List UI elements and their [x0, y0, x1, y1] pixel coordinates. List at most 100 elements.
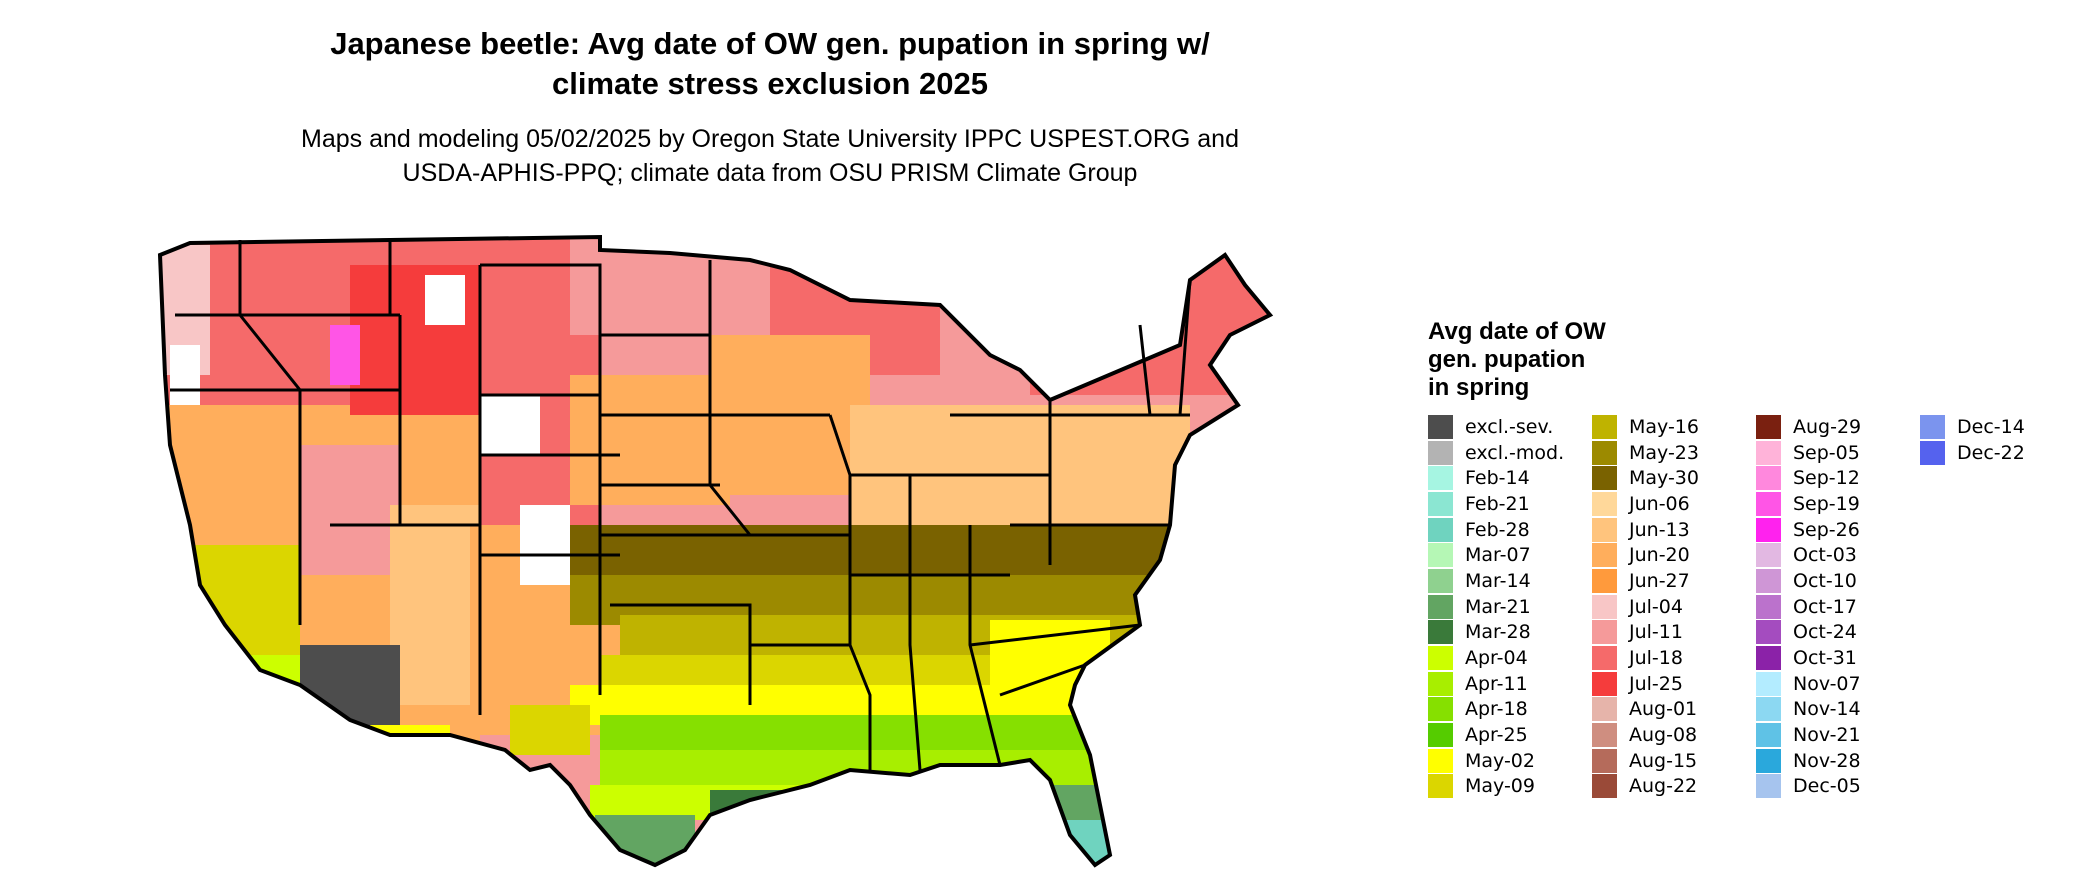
- legend-label: May-30: [1629, 467, 1699, 490]
- map-title: Japanese beetle: Avg date of OW gen. pup…: [170, 24, 1370, 104]
- legend-label: Nov-14: [1793, 698, 1861, 721]
- legend-item: Mar-14: [1428, 568, 1583, 594]
- legend-column: excl.-sev. excl.-mod. Feb-14 Feb-21 Feb-28 Ma…: [1428, 414, 1583, 799]
- legend-label: Jul-18: [1629, 647, 1683, 670]
- legend-item: Jul-18: [1592, 645, 1747, 671]
- legend-label: Nov-28: [1793, 749, 1861, 772]
- legend-label: Jun-13: [1629, 518, 1690, 541]
- legend-item: Dec-05: [1756, 774, 1911, 800]
- legend-item: Oct-31: [1756, 645, 1911, 671]
- legend-swatch: [1756, 440, 1781, 465]
- legend-swatch: [1428, 748, 1453, 773]
- legend-item: Apr-18: [1428, 697, 1583, 723]
- legend-label: Mar-28: [1465, 621, 1531, 644]
- legend-swatch: [1756, 594, 1781, 619]
- legend-label: excl.-sev.: [1465, 415, 1554, 438]
- legend-label: Apr-11: [1465, 672, 1528, 695]
- legend-swatch: [1756, 646, 1781, 671]
- legend-swatch: [1428, 620, 1453, 645]
- legend-item: Aug-15: [1592, 748, 1747, 774]
- legend-item: Nov-28: [1756, 748, 1911, 774]
- legend-swatch: [1756, 517, 1781, 542]
- legend-swatch: [1756, 774, 1781, 799]
- legend-item: Jun-06: [1592, 491, 1747, 517]
- legend-swatch: [1592, 774, 1617, 799]
- legend-item: Oct-24: [1756, 620, 1911, 646]
- legend-label: Nov-07: [1793, 672, 1861, 695]
- legend-label: Aug-15: [1629, 749, 1698, 772]
- legend-swatch: [1756, 568, 1781, 593]
- legend-swatch: [1428, 671, 1453, 696]
- legend-column: Dec-14 Dec-22: [1920, 414, 2075, 799]
- legend-label: Apr-18: [1465, 698, 1528, 721]
- legend-column: Aug-29 Sep-05 Sep-12 Sep-19 Sep-26 Oct-03 Oct-…: [1756, 414, 1911, 799]
- map-subtitle: Maps and modeling 05/02/2025 by Oregon S…: [170, 122, 1370, 190]
- map-title-line-1: Japanese beetle: Avg date of OW gen. pup…: [330, 26, 1210, 61]
- legend-label: Apr-04: [1465, 647, 1528, 670]
- legend-label: Aug-29: [1793, 415, 1862, 438]
- legend-swatch: [1592, 491, 1617, 516]
- legend-item: May-09: [1428, 774, 1583, 800]
- legend-item: Oct-17: [1756, 594, 1911, 620]
- legend-swatch: [1428, 697, 1453, 722]
- legend-item: excl.-sev.: [1428, 414, 1583, 440]
- legend-label: Oct-31: [1793, 647, 1857, 670]
- legend-swatch: [1428, 517, 1453, 542]
- legend-label: excl.-mod.: [1465, 441, 1565, 464]
- legend-item: Jun-20: [1592, 542, 1747, 568]
- legend-swatch: [1592, 517, 1617, 542]
- legend-label: Jul-11: [1629, 621, 1683, 644]
- legend-label: Aug-08: [1629, 724, 1698, 747]
- legend-item: Nov-07: [1756, 671, 1911, 697]
- legend-label: Dec-14: [1957, 415, 2025, 438]
- legend-item: Jun-13: [1592, 517, 1747, 543]
- legend-label: Oct-03: [1793, 544, 1857, 567]
- legend-swatch: [1592, 414, 1617, 439]
- legend-item: Feb-14: [1428, 465, 1583, 491]
- legend-swatch: [1756, 414, 1781, 439]
- state-borders: [157, 234, 1274, 868]
- legend-swatch: [1756, 671, 1781, 696]
- legend-label: Nov-21: [1793, 724, 1861, 747]
- map-title-line-2: climate stress exclusion 2025: [552, 66, 988, 101]
- legend-item: Dec-14: [1920, 414, 2075, 440]
- legend-item: Feb-28: [1428, 517, 1583, 543]
- legend-item: Apr-25: [1428, 722, 1583, 748]
- legend-item: Apr-11: [1428, 671, 1583, 697]
- legend-item: excl.-mod.: [1428, 440, 1583, 466]
- legend-swatch: [1428, 723, 1453, 748]
- legend-label: Feb-14: [1465, 467, 1530, 490]
- legend-swatch: [1592, 594, 1617, 619]
- legend-item: Jul-25: [1592, 671, 1747, 697]
- legend-item: May-16: [1592, 414, 1747, 440]
- legend-item: Aug-29: [1756, 414, 1911, 440]
- legend-label: Mar-21: [1465, 595, 1531, 618]
- legend-item: Jul-04: [1592, 594, 1747, 620]
- legend-item: Aug-01: [1592, 697, 1747, 723]
- legend-swatch: [1428, 774, 1453, 799]
- legend-item: Oct-03: [1756, 542, 1911, 568]
- legend-label: Sep-19: [1793, 492, 1860, 515]
- legend-label: Feb-28: [1465, 518, 1530, 541]
- legend-title-line-1: Avg date of OW: [1428, 318, 1606, 345]
- legend-title-line-3: in spring: [1428, 374, 1530, 401]
- legend-label: Jun-06: [1629, 492, 1690, 515]
- legend-item: Mar-28: [1428, 620, 1583, 646]
- legend-swatch: [1756, 748, 1781, 773]
- us-phenology-map: [157, 234, 1274, 868]
- legend-swatch: [1428, 414, 1453, 439]
- legend-swatch: [1592, 466, 1617, 491]
- legend-item: Oct-10: [1756, 568, 1911, 594]
- legend-label: Feb-21: [1465, 492, 1530, 515]
- legend-swatch: [1428, 440, 1453, 465]
- legend-item: Nov-14: [1756, 697, 1911, 723]
- legend-swatch: [1756, 466, 1781, 491]
- legend-label: Apr-25: [1465, 724, 1528, 747]
- map-subtitle-line-1: Maps and modeling 05/02/2025 by Oregon S…: [301, 125, 1239, 153]
- legend: Avg date of OW gen. pupation in spring e…: [1428, 318, 2084, 799]
- legend-item: Dec-22: [1920, 440, 2075, 466]
- legend-swatch: [1592, 646, 1617, 671]
- map-subtitle-line-2: USDA-APHIS-PPQ; climate data from OSU PR…: [402, 159, 1138, 187]
- legend-swatch: [1756, 620, 1781, 645]
- legend-item: Apr-04: [1428, 645, 1583, 671]
